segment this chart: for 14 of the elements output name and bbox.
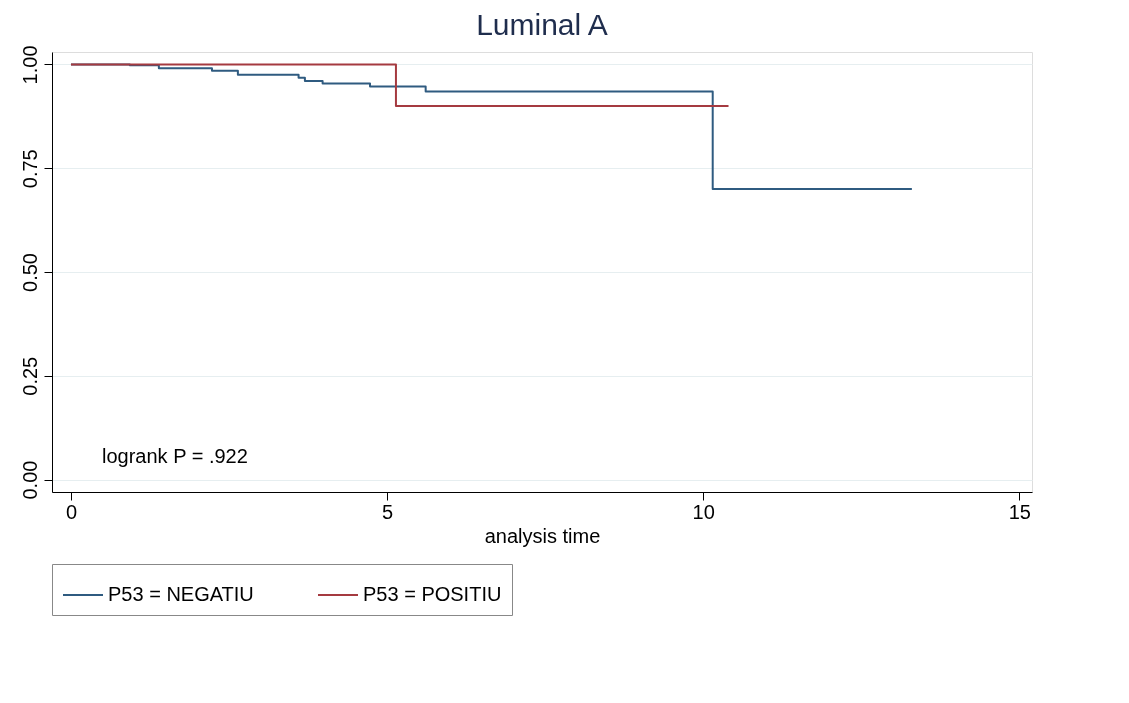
x-tick-label: 15	[1008, 500, 1031, 523]
chart-title: Luminal A	[476, 7, 608, 41]
y-tick-label: 0.00	[18, 460, 41, 500]
legend-label: P53 = POSITIU	[363, 583, 502, 605]
y-tick-label: 0.25	[18, 356, 41, 396]
y-tick-label: 1.00	[18, 45, 41, 85]
x-tick-label: 10	[692, 500, 715, 523]
y-tick-label: 0.75	[18, 149, 41, 189]
annotation: logrank P = .922	[102, 445, 248, 467]
x-axis-title: analysis time	[484, 524, 601, 547]
y-tick-label: 0.50	[18, 253, 41, 292]
x-tick-label: 0	[65, 500, 78, 523]
legend-label: P53 = NEGATIU	[108, 583, 254, 605]
x-tick-label: 5	[382, 500, 394, 523]
